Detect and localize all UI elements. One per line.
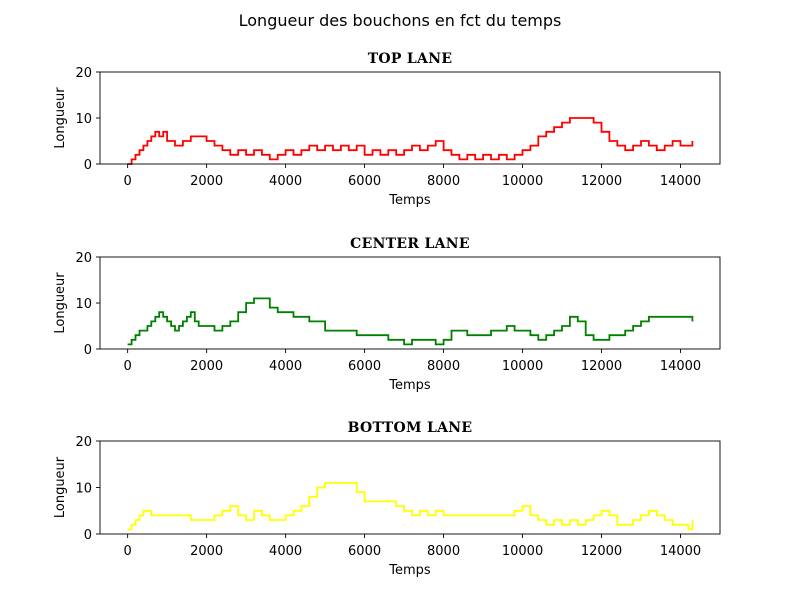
center-lane-y-tick-label: 20 bbox=[75, 251, 92, 266]
bottom-lane-x-tick-label: 0 bbox=[124, 544, 132, 559]
bottom-lane-x-axis-label: Temps bbox=[388, 563, 431, 578]
center-lane-x-tick-label: 12000 bbox=[581, 359, 622, 374]
top-lane-x-tick-label: 0 bbox=[124, 174, 132, 189]
top-lane-x-tick-label: 8000 bbox=[427, 174, 460, 189]
top-lane-x-tick-label: 14000 bbox=[660, 174, 701, 189]
center-lane-x-tick-label: 4000 bbox=[269, 359, 302, 374]
bottom-lane-x-tick-label: 4000 bbox=[269, 544, 302, 559]
center-lane-series-line bbox=[127, 297, 694, 346]
bottom-lane-y-tick-label: 10 bbox=[75, 482, 92, 497]
top-lane-x-tick-label: 6000 bbox=[348, 174, 381, 189]
bottom-lane-y-tick-label: 0 bbox=[84, 528, 92, 543]
top-lane-series-line bbox=[127, 117, 694, 165]
center-lane-x-tick-label: 14000 bbox=[660, 359, 701, 374]
bottom-lane-x-tick-label: 10000 bbox=[502, 544, 543, 559]
top-lane-y-tick-label: 0 bbox=[84, 158, 92, 173]
center-lane-x-tick-label: 0 bbox=[124, 359, 132, 374]
center-lane-x-axis-label: Temps bbox=[388, 378, 431, 393]
bottom-lane-y-axis-label: Longueur bbox=[53, 456, 68, 518]
top-lane-x-tick-label: 10000 bbox=[502, 174, 543, 189]
bottom-lane-title: BOTTOM LANE bbox=[348, 420, 473, 436]
center-lane-axes-frame bbox=[99, 256, 721, 350]
center-lane-y-tick-label: 0 bbox=[84, 343, 92, 358]
top-lane-subplot: 0 2000 4000 6000 8000 10000 12000 14000 0 10 20 TOP… bbox=[53, 51, 721, 208]
top-lane-x-tick-label: 2000 bbox=[190, 174, 223, 189]
center-lane-y-tick-label: 10 bbox=[75, 297, 92, 312]
center-lane-y-axis-label: Longueur bbox=[53, 272, 68, 334]
top-lane-title: TOP LANE bbox=[368, 51, 453, 67]
top-lane-y-axis-label: Longueur bbox=[53, 87, 68, 149]
bottom-lane-x-tick-label: 6000 bbox=[348, 544, 381, 559]
bottom-lane-x-tick-label: 14000 bbox=[660, 544, 701, 559]
top-lane-x-axis-label: Temps bbox=[388, 193, 431, 208]
bottom-lane-x-tick-label: 12000 bbox=[581, 544, 622, 559]
center-lane-x-tick-label: 6000 bbox=[348, 359, 381, 374]
bottom-lane-y-tick-label: 20 bbox=[75, 435, 92, 450]
bottom-lane-x-tick-label: 2000 bbox=[190, 544, 223, 559]
top-lane-x-tick-label: 4000 bbox=[269, 174, 302, 189]
top-lane-y-tick-label: 20 bbox=[75, 66, 92, 81]
bottom-lane-x-tick-label: 8000 bbox=[427, 544, 460, 559]
center-lane-x-tick-label: 10000 bbox=[502, 359, 543, 374]
bottom-lane-subplot: 0 2000 4000 6000 8000 10000 12000 14000 0 10 20 BOT… bbox=[53, 420, 721, 578]
bottom-lane-series-line bbox=[127, 481, 694, 531]
center-lane-subplot: 0 2000 4000 6000 8000 10000 12000 14000 0 10 20 CEN… bbox=[53, 236, 721, 393]
center-lane-x-tick-label: 8000 bbox=[427, 359, 460, 374]
center-lane-title: CENTER LANE bbox=[350, 236, 470, 252]
top-lane-y-tick-label: 10 bbox=[75, 112, 92, 127]
top-lane-x-tick-label: 12000 bbox=[581, 174, 622, 189]
figure-title: Longueur des bouchons en fct du temps bbox=[239, 11, 562, 30]
center-lane-x-tick-label: 2000 bbox=[190, 359, 223, 374]
